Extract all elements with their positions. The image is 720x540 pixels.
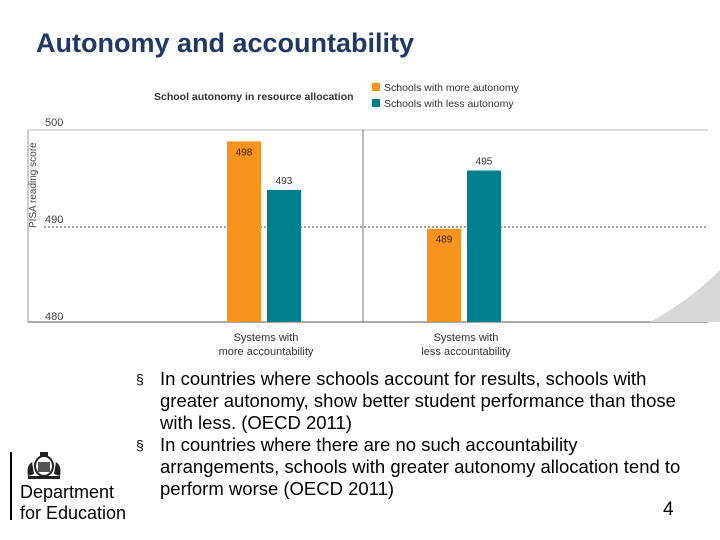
logo-text: Department for Education: [20, 482, 126, 524]
logo-line1: Department: [20, 482, 115, 502]
legend-swatch: [372, 99, 380, 107]
x-category-label: less accountability: [421, 346, 511, 358]
y-tick-label: 480: [45, 311, 63, 323]
legend-entry: Schools with more autonomy: [384, 82, 520, 94]
decorative-swoosh: [650, 270, 720, 322]
bullet-item: § In countries where there are no such a…: [136, 434, 696, 500]
y-tick-label: 490: [45, 214, 63, 226]
data-label: 498: [236, 147, 253, 158]
bullet-item: § In countries where schools account for…: [136, 368, 696, 434]
bar: [467, 170, 501, 322]
data-label: 493: [276, 176, 293, 187]
logo-divider: [10, 452, 12, 520]
bullet-text: In countries where there are no such acc…: [160, 434, 681, 499]
bar: [227, 141, 261, 322]
data-label: 489: [436, 235, 453, 246]
x-category-label: Systems with: [234, 332, 299, 344]
bullet-list: § In countries where schools account for…: [136, 368, 696, 500]
chart: 500 490 480 PISA reading score School autono…: [27, 82, 720, 358]
bullet-text: In countries where schools account for r…: [160, 368, 676, 433]
bullet-marker: §: [136, 371, 144, 387]
x-category-label: more accountability: [219, 346, 314, 358]
y-tick-label: 500: [45, 117, 63, 129]
page-number: 4: [663, 499, 674, 520]
y-axis-label: PISA reading score: [28, 142, 39, 228]
legend-entry: Schools with less autonomy: [384, 98, 514, 110]
legend-swatch: [372, 83, 380, 91]
bar: [267, 189, 301, 322]
chart-title: School autonomy in resource allocation: [154, 91, 354, 103]
bar: [427, 228, 461, 322]
logo-line2: for Education: [20, 503, 127, 523]
data-label: 495: [476, 157, 493, 168]
bullet-marker: §: [136, 437, 144, 453]
royal-crest-icon: [27, 452, 61, 479]
x-category-label: Systems with: [434, 332, 499, 344]
slide-title: Autonomy and accountability: [36, 28, 415, 58]
